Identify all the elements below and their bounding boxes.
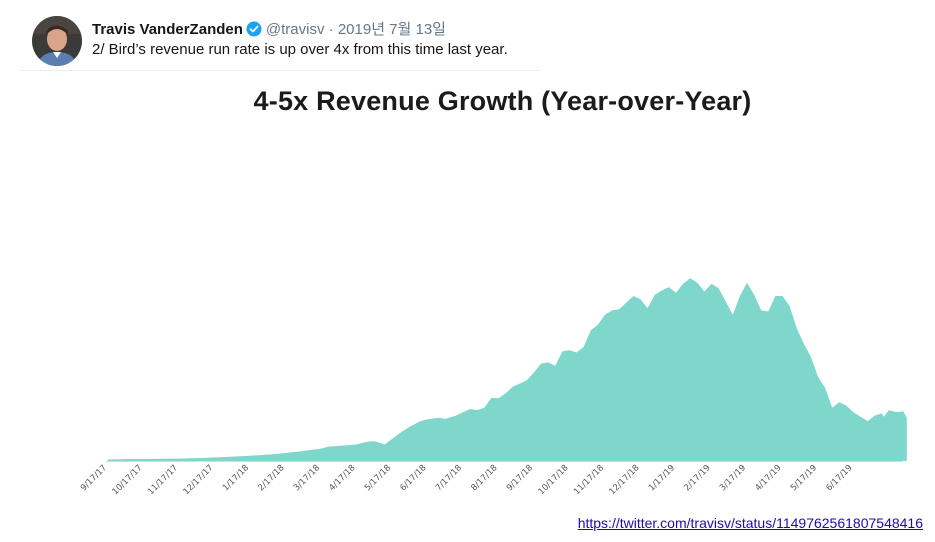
- x-tick-label: 4/17/18: [327, 463, 357, 493]
- x-tick-label: 8/17/18: [469, 463, 499, 493]
- x-tick-label: 7/17/18: [434, 463, 464, 493]
- chart-title: 4-5x Revenue Growth (Year-over-Year): [253, 86, 752, 116]
- embedded-tweet: Travis VanderZanden @travisv · 2019년 7월 1…: [20, 10, 540, 71]
- x-tick-label: 1/17/18: [221, 463, 251, 493]
- x-tick-label: 6/17/19: [824, 463, 854, 493]
- x-tick-label: 5/17/18: [363, 463, 393, 493]
- x-tick-label: 12/17/18: [608, 463, 642, 497]
- tweet-date[interactable]: 2019년 7월 13일: [337, 21, 446, 38]
- author-name[interactable]: Travis VanderZanden: [92, 21, 243, 38]
- tweet-text: 2/ Bird’s revenue run rate is up over 4x…: [92, 41, 508, 58]
- x-tick-label: 12/17/17: [182, 463, 216, 497]
- x-tick-label: 2/17/18: [256, 463, 286, 493]
- x-tick-label: 6/17/18: [398, 463, 428, 493]
- source-link[interactable]: https://twitter.com/travisv/status/11497…: [577, 515, 923, 531]
- tweet-header: Travis VanderZanden @travisv · 2019년 7월 1…: [92, 18, 446, 41]
- x-tick-label: 5/17/19: [789, 463, 819, 493]
- x-tick-label: 10/17/18: [537, 463, 571, 497]
- avatar[interactable]: [32, 16, 82, 66]
- x-tick-label: 11/17/17: [146, 463, 180, 497]
- x-tick-label: 10/17/17: [111, 463, 145, 497]
- x-tick-label: 4/17/19: [753, 463, 783, 493]
- x-tick-label: 9/17/17: [79, 463, 109, 493]
- x-tick-label: 11/17/18: [572, 463, 606, 497]
- separator-dot: ·: [328, 21, 334, 38]
- x-tick-label: 3/17/18: [292, 463, 322, 493]
- x-tick-label: 2/17/19: [682, 463, 712, 493]
- x-tick-label: 9/17/18: [505, 463, 535, 493]
- x-tick-label: 3/17/19: [718, 463, 748, 493]
- revenue-area-series: [108, 278, 907, 461]
- verified-badge-icon: [246, 21, 262, 41]
- x-tick-label: 1/17/19: [647, 463, 677, 493]
- author-handle[interactable]: @travisv: [265, 21, 325, 38]
